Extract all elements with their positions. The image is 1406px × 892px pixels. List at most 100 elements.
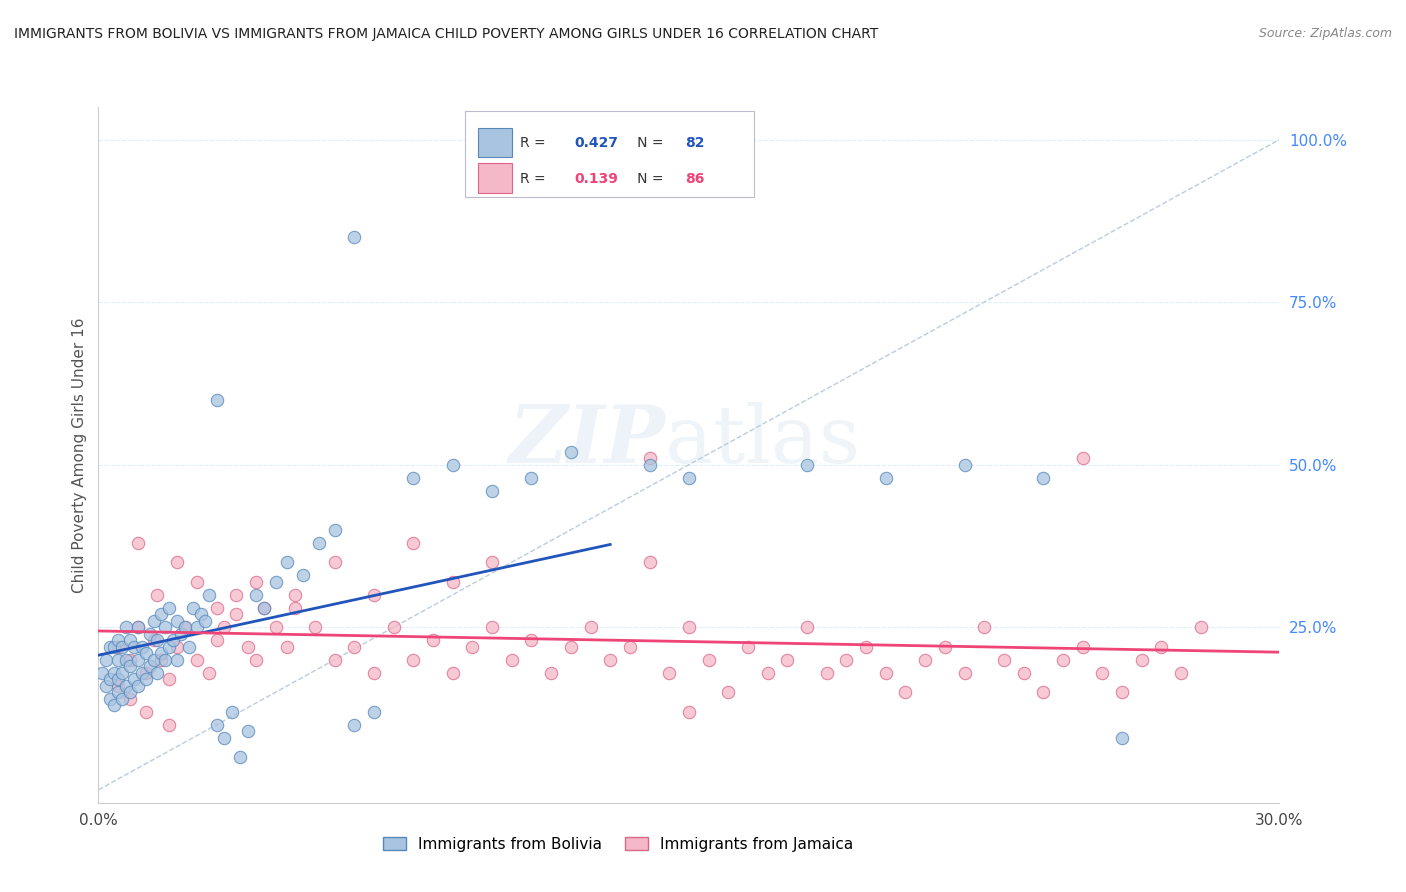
Point [118,633,141,648]
Point [127,620,149,634]
Point [953,665,976,680]
Point [481,620,503,634]
Point [1111,731,1133,745]
Point [304,620,326,634]
Point [170,626,193,640]
Point [236,724,259,739]
Point [118,659,141,673]
Point [181,600,204,615]
Text: 86: 86 [685,171,704,186]
Point [197,665,219,680]
Point [914,653,936,667]
Point [481,483,503,498]
Point [135,665,157,680]
Text: atlas: atlas [665,402,860,480]
Point [619,640,641,654]
Point [1170,665,1192,680]
Point [127,679,149,693]
Text: 82: 82 [685,136,704,150]
Point [993,653,1015,667]
Point [214,620,236,634]
FancyBboxPatch shape [478,128,512,157]
Point [835,653,858,667]
Point [560,444,582,458]
Point [103,640,125,654]
Legend: Immigrants from Bolivia, Immigrants from Jamaica: Immigrants from Bolivia, Immigrants from… [377,830,859,858]
Point [276,555,298,569]
Point [1032,685,1054,699]
Point [284,600,307,615]
Point [422,633,444,648]
Point [166,640,188,654]
Point [103,665,125,680]
Point [382,620,405,634]
Point [150,607,173,622]
Point [1091,665,1114,680]
Point [186,620,208,634]
Point [115,653,138,667]
Point [253,600,276,615]
Point [678,705,700,719]
Point [638,451,661,466]
Point [155,620,177,634]
Point [236,640,259,654]
Point [107,672,129,686]
Point [875,665,897,680]
Point [214,731,236,745]
Point [245,588,267,602]
Point [131,665,153,680]
Point [157,600,180,615]
Point [107,633,129,648]
Point [934,640,956,654]
Point [205,600,228,615]
Point [103,698,125,713]
Point [1052,653,1074,667]
Point [599,653,621,667]
Point [402,471,425,485]
Point [115,620,138,634]
Point [1032,471,1054,485]
Text: R =: R = [520,171,550,186]
Point [1150,640,1173,654]
Point [520,633,543,648]
Point [107,685,129,699]
Point [308,535,330,549]
Point [190,607,212,622]
Point [678,471,700,485]
Point [157,672,180,686]
Point [875,471,897,485]
Point [363,705,385,719]
Point [166,555,188,569]
Point [276,640,298,654]
Point [284,588,307,602]
Point [146,665,169,680]
Point [127,653,149,667]
Point [146,588,169,602]
Point [658,665,681,680]
Point [1189,620,1212,634]
Point [157,718,180,732]
Point [135,646,157,660]
Point [98,672,121,686]
Point [1071,640,1094,654]
Point [118,653,141,667]
Point [221,705,243,719]
Point [1130,653,1153,667]
Point [157,640,180,654]
Point [343,230,366,244]
Point [678,620,700,634]
Point [122,640,145,654]
Point [127,620,149,634]
Point [540,665,562,680]
Point [264,574,287,589]
Text: N =: N = [624,171,668,186]
Point [253,600,276,615]
Point [796,458,818,472]
Text: ZIP: ZIP [509,402,665,480]
Point [245,574,267,589]
Point [96,653,118,667]
Point [1111,685,1133,699]
Point [150,646,173,660]
Point [343,640,366,654]
Point [98,691,121,706]
